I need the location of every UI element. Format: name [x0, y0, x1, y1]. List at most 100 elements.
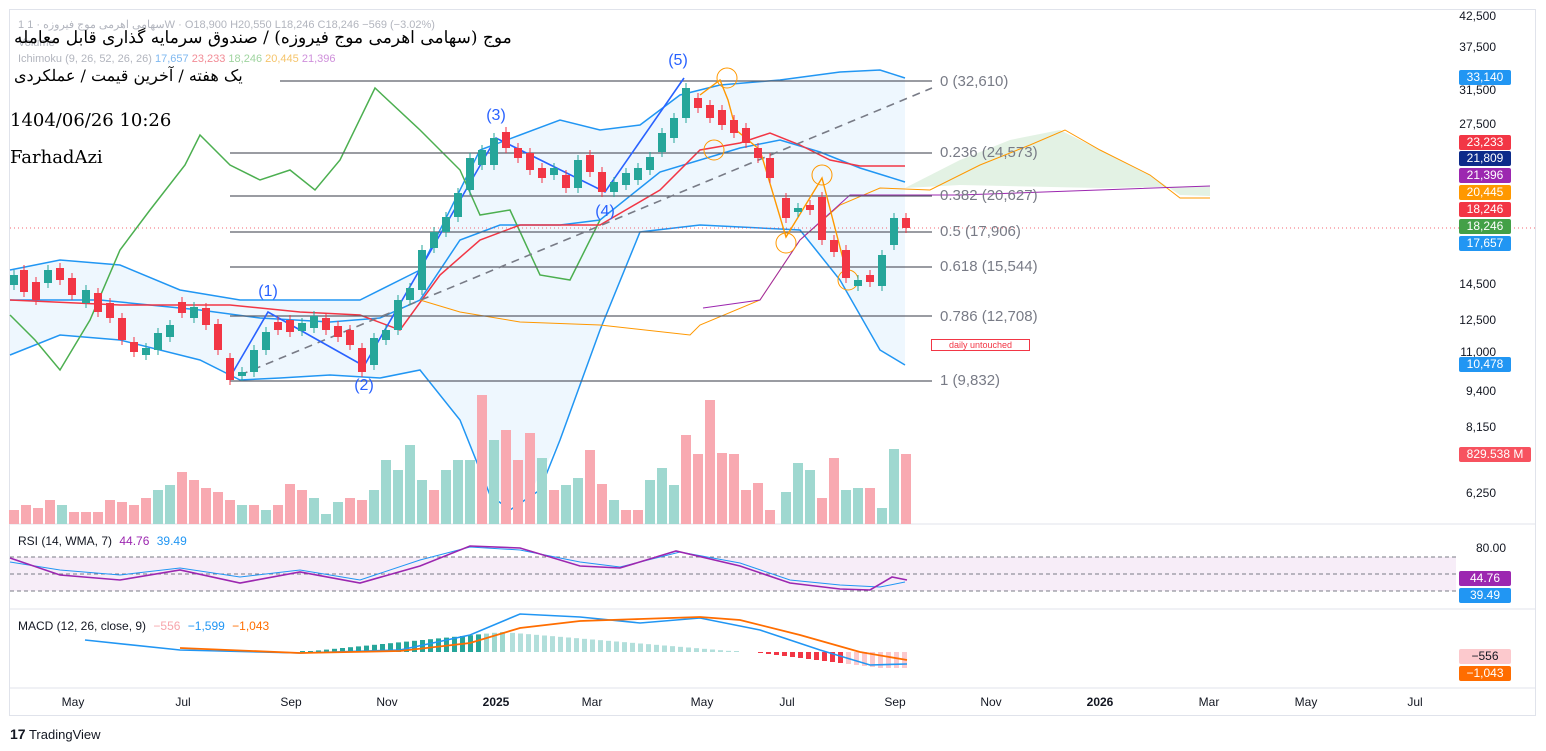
macd-hist-bar [894, 652, 899, 668]
chart-title: موج (سهامی اهرمی موج فیروزه) / صندوق سرم… [14, 28, 512, 48]
candle-body [202, 308, 210, 325]
price-tag-last: 18,246 [1459, 202, 1511, 217]
volume-bar [129, 505, 139, 524]
macd-hist-bar [526, 634, 531, 652]
price-tag-chikou: 18,246 [1459, 219, 1511, 234]
volume-bar [817, 498, 827, 524]
macd-hist-bar [878, 652, 883, 668]
daily-untouched-label: daily untouched [931, 339, 1030, 351]
ichimoku-cloud [905, 130, 1210, 196]
candle-body [562, 175, 570, 188]
candle-body [310, 316, 318, 328]
candle-body [32, 282, 40, 300]
macd-hist-bar [316, 650, 321, 652]
fib-label-0786: 0.786 (12,708) [940, 308, 1038, 325]
wave-label-1: (1) [258, 283, 278, 300]
volume-bar [729, 454, 739, 524]
x-label: Jul [779, 695, 795, 709]
candle-body [742, 128, 750, 143]
macd-hist-bar [476, 634, 481, 652]
macd-hist-bar [686, 647, 691, 652]
volume-bar [877, 508, 887, 524]
volume-legend: Volume [18, 37, 55, 49]
candle-body [82, 290, 90, 303]
macd-hist-bar [838, 652, 843, 663]
volume-bar [357, 500, 367, 524]
volume-bar [369, 490, 379, 524]
macd-hist-bar [654, 644, 659, 652]
macd-hist-bar [758, 652, 763, 653]
x-label: May [61, 695, 85, 709]
candle-body [818, 197, 826, 240]
volume-bar [537, 458, 547, 524]
volume-bar [165, 485, 175, 524]
volume-bar [573, 478, 583, 524]
macd-hist-bar [710, 649, 715, 652]
volume-bar [105, 500, 115, 524]
macd-hist-bar [830, 652, 835, 662]
candle-body [190, 307, 198, 318]
volume-bar [297, 490, 307, 524]
candle-body [322, 318, 330, 330]
volume-bar [525, 433, 535, 524]
volume-bar [69, 512, 79, 524]
rsi-legend: RSI (14, WMA, 7) 44.76 39.49 [18, 534, 187, 548]
price-tag-volume: 829.538 M [1459, 447, 1531, 462]
rsi-value-tag: 44.76 [1459, 571, 1511, 586]
candle-body [550, 168, 558, 175]
candle-body [298, 323, 306, 331]
price-label: 6,250 [1465, 486, 1496, 500]
volume-bar [261, 510, 271, 524]
candle-body [44, 270, 52, 283]
macd-hist-bar [550, 636, 555, 652]
candle-body [586, 155, 594, 172]
price-label: 31,500 [1459, 83, 1496, 97]
volume-bar [141, 498, 151, 524]
volume-bar [561, 485, 571, 524]
volume-bar [309, 498, 319, 524]
wave-label-5: (5) [668, 52, 688, 69]
candle-body [658, 133, 666, 152]
price-label: 9,400 [1465, 384, 1496, 398]
macd-hist-bar [428, 639, 433, 652]
candle-body [902, 218, 910, 228]
candle-body [250, 350, 258, 372]
volume-bar [33, 508, 43, 524]
candle-body [830, 240, 838, 252]
macd-hist-bar [590, 639, 595, 652]
tradingview-logo[interactable]: 17 TradingView [10, 726, 101, 742]
macd-hist-bar [662, 645, 667, 652]
volume-bar [501, 430, 511, 524]
chart-frame[interactable] [9, 9, 1536, 716]
volume-bar [669, 485, 679, 524]
candle-body [10, 275, 18, 285]
macd-hist-bar [566, 637, 571, 652]
price-tag-span-a: 20,445 [1459, 185, 1511, 200]
candle-body [166, 325, 174, 337]
candle-body [370, 338, 378, 365]
volume-bar [405, 445, 415, 524]
candle-body [890, 218, 898, 245]
wave-label-3: (3) [486, 107, 506, 124]
macd-hist-bar [500, 632, 505, 652]
candle-body [766, 158, 774, 178]
macd-hist-bar [806, 652, 811, 659]
macd-hist-bar [518, 633, 523, 652]
candle-body [694, 98, 702, 108]
candle-body [68, 278, 76, 295]
volume-bar [477, 395, 487, 524]
ichimoku-legend: Ichimoku (9, 26, 52, 26, 26) 17,657 23,2… [18, 53, 336, 65]
candle-body [418, 250, 426, 290]
volume-bar [741, 490, 751, 524]
volume-bar [681, 435, 691, 524]
rsi-axis-label: 80.00 [1475, 541, 1506, 555]
macd-hist-bar [854, 652, 859, 665]
x-label-year: 2026 [1086, 695, 1114, 709]
price-label: 37,500 [1459, 40, 1496, 54]
candle-body [442, 217, 450, 232]
candle-body [106, 303, 114, 318]
macd-hist-bar [702, 648, 707, 652]
x-label: May [1294, 695, 1318, 709]
price-tag-kijun: 23,233 [1459, 135, 1511, 150]
